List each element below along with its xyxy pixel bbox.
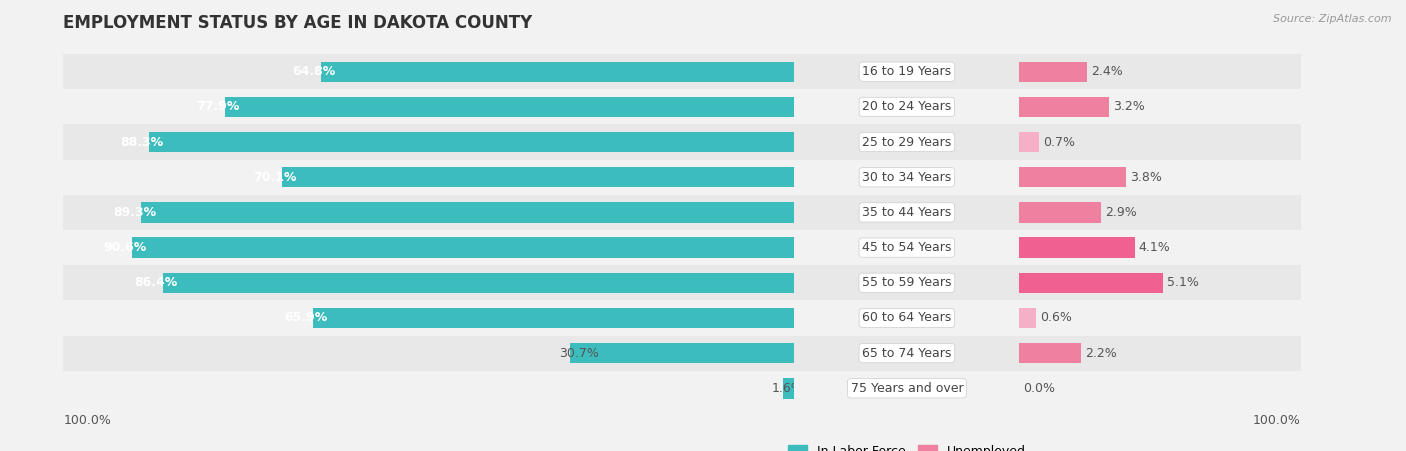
Bar: [783, 378, 794, 399]
Bar: [1019, 272, 1163, 293]
Text: 65 to 74 Years: 65 to 74 Years: [862, 347, 952, 359]
Text: 3.8%: 3.8%: [1130, 171, 1163, 184]
Text: 4.1%: 4.1%: [1139, 241, 1171, 254]
Bar: [63, 124, 794, 160]
Bar: [1019, 202, 1101, 223]
Bar: [1019, 343, 1081, 364]
Text: 1.6%: 1.6%: [772, 382, 803, 395]
Bar: [1019, 336, 1301, 371]
Bar: [132, 237, 794, 258]
Bar: [225, 97, 794, 117]
Text: 20 to 24 Years: 20 to 24 Years: [862, 101, 952, 113]
Bar: [1019, 167, 1126, 188]
Bar: [321, 61, 794, 82]
Text: 2.4%: 2.4%: [1091, 65, 1123, 78]
Bar: [1019, 300, 1301, 336]
Bar: [794, 300, 1019, 336]
Bar: [1019, 237, 1135, 258]
Text: Source: ZipAtlas.com: Source: ZipAtlas.com: [1274, 14, 1392, 23]
Bar: [142, 202, 794, 223]
Text: 25 to 29 Years: 25 to 29 Years: [862, 136, 952, 148]
Bar: [794, 336, 1019, 371]
Text: 55 to 59 Years: 55 to 59 Years: [862, 276, 952, 289]
Bar: [1019, 61, 1087, 82]
Bar: [1019, 54, 1301, 89]
Bar: [63, 336, 794, 371]
Text: 90.6%: 90.6%: [104, 241, 146, 254]
Bar: [1019, 195, 1301, 230]
Text: 0.0%: 0.0%: [1024, 382, 1056, 395]
Bar: [149, 132, 794, 152]
Bar: [1019, 89, 1301, 124]
Bar: [794, 230, 1019, 265]
Text: 35 to 44 Years: 35 to 44 Years: [862, 206, 952, 219]
Text: 0.7%: 0.7%: [1043, 136, 1076, 148]
Bar: [63, 54, 794, 89]
Text: 2.9%: 2.9%: [1105, 206, 1137, 219]
Bar: [794, 160, 1019, 195]
Text: 86.4%: 86.4%: [134, 276, 177, 289]
Text: 75 Years and over: 75 Years and over: [851, 382, 963, 395]
Bar: [1019, 371, 1301, 406]
Bar: [794, 265, 1019, 300]
Text: 60 to 64 Years: 60 to 64 Years: [862, 312, 952, 324]
Bar: [1019, 132, 1039, 152]
Text: 16 to 19 Years: 16 to 19 Years: [862, 65, 952, 78]
Bar: [1019, 230, 1301, 265]
Text: 5.1%: 5.1%: [1167, 276, 1199, 289]
Text: 30 to 34 Years: 30 to 34 Years: [862, 171, 952, 184]
Bar: [794, 89, 1019, 124]
Bar: [63, 265, 794, 300]
Text: 30.7%: 30.7%: [560, 347, 599, 359]
Bar: [1019, 308, 1036, 328]
Bar: [63, 160, 794, 195]
Text: 45 to 54 Years: 45 to 54 Years: [862, 241, 952, 254]
Text: 64.8%: 64.8%: [292, 65, 335, 78]
Bar: [63, 89, 794, 124]
Bar: [794, 124, 1019, 160]
Text: 2.2%: 2.2%: [1085, 347, 1118, 359]
Text: 77.9%: 77.9%: [195, 101, 239, 113]
Bar: [281, 167, 794, 188]
Bar: [1019, 124, 1301, 160]
Bar: [794, 371, 1019, 406]
Text: 65.9%: 65.9%: [284, 312, 328, 324]
Bar: [1019, 97, 1109, 117]
Bar: [1019, 265, 1301, 300]
Bar: [794, 195, 1019, 230]
Bar: [312, 308, 794, 328]
Legend: In Labor Force, Unemployed: In Labor Force, Unemployed: [783, 440, 1031, 451]
Bar: [569, 343, 794, 364]
Bar: [163, 272, 794, 293]
Text: 88.3%: 88.3%: [121, 136, 163, 148]
Text: 100.0%: 100.0%: [63, 414, 111, 427]
Text: 70.1%: 70.1%: [253, 171, 297, 184]
Text: 100.0%: 100.0%: [1253, 414, 1301, 427]
Text: 3.2%: 3.2%: [1114, 101, 1146, 113]
Bar: [1019, 160, 1301, 195]
Bar: [63, 195, 794, 230]
Bar: [63, 230, 794, 265]
Bar: [794, 54, 1019, 89]
Bar: [63, 371, 794, 406]
Bar: [63, 300, 794, 336]
Text: EMPLOYMENT STATUS BY AGE IN DAKOTA COUNTY: EMPLOYMENT STATUS BY AGE IN DAKOTA COUNT…: [63, 14, 533, 32]
Text: 89.3%: 89.3%: [112, 206, 156, 219]
Text: 0.6%: 0.6%: [1040, 312, 1073, 324]
